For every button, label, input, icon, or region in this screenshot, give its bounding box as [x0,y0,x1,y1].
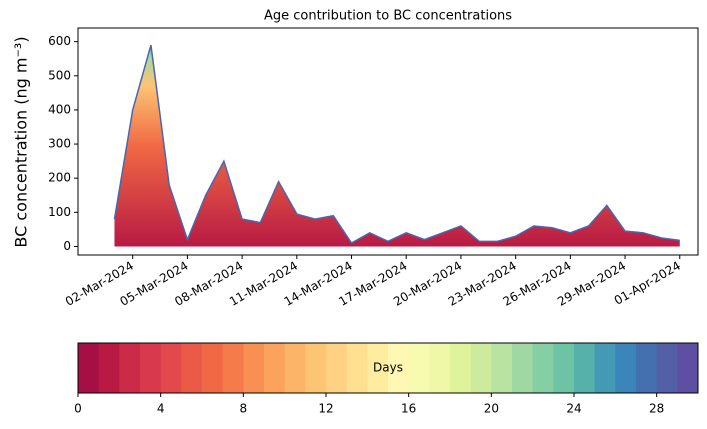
colorbar-tick-label: 16 [401,402,416,416]
line [113,44,680,245]
colorbar-swatch [677,343,699,393]
colorbar-swatch [388,343,410,393]
colorbar-swatch [264,343,286,393]
colorbar-swatch [429,343,451,393]
colorbar-swatch [594,343,616,393]
y-tick-label: 100 [48,205,71,219]
colorbar-swatch [532,343,554,393]
colorbar-swatch [450,343,472,393]
colorbar-swatch [656,343,678,393]
colorbar-swatch [553,343,575,393]
colorbar-tick-label: 12 [318,402,333,416]
colorbar-tick-label: 4 [157,402,165,416]
colorbar-swatch [243,343,265,393]
plot-frame [77,27,699,256]
colorbar-tick-label: 0 [74,402,82,416]
colorbar-tick-label: 24 [566,402,581,416]
colorbar-tick-label: 28 [649,402,664,416]
colorbar-tick-label: 20 [484,402,499,416]
y-tick-label: 300 [48,137,71,151]
colorbar-swatch [222,343,244,393]
colorbar-swatch [202,343,224,393]
colorbar-swatch [119,343,141,393]
y-tick-label: 400 [48,102,71,116]
colorbar-swatch [181,343,203,393]
y-tick-label: 0 [63,239,71,253]
colorbar-swatch [512,343,534,393]
colorbar-swatch [346,343,368,393]
colorbar-swatch [574,343,596,393]
colorbar-swatch [326,343,348,393]
colorbar-swatch [284,343,306,393]
colorbar-swatch [160,343,182,393]
y-axis-label: BC concentration (ng m⁻³) [12,36,31,247]
colorbar-frame [77,342,699,394]
y-tick-label: 600 [48,34,71,48]
colorbar-swatch [615,343,637,393]
colorbar-swatch [636,343,658,393]
colorbar-tick-label: 8 [240,402,248,416]
chart-title: Age contribution to BC concentrations [264,9,512,24]
colorbar-swatch [78,343,100,393]
colorbar-swatch [98,343,120,393]
colorbar-label: Days [373,361,403,375]
y-tick-label: 500 [48,68,71,82]
y-tick-label: 200 [48,171,71,185]
area [114,45,680,247]
colorbar-swatch [305,343,327,393]
colorbar-swatch [367,343,389,393]
colorbar-swatch [470,343,492,393]
colorbar-swatch [140,343,162,393]
colorbar-swatch [408,343,430,393]
colorbar-swatch [491,343,513,393]
